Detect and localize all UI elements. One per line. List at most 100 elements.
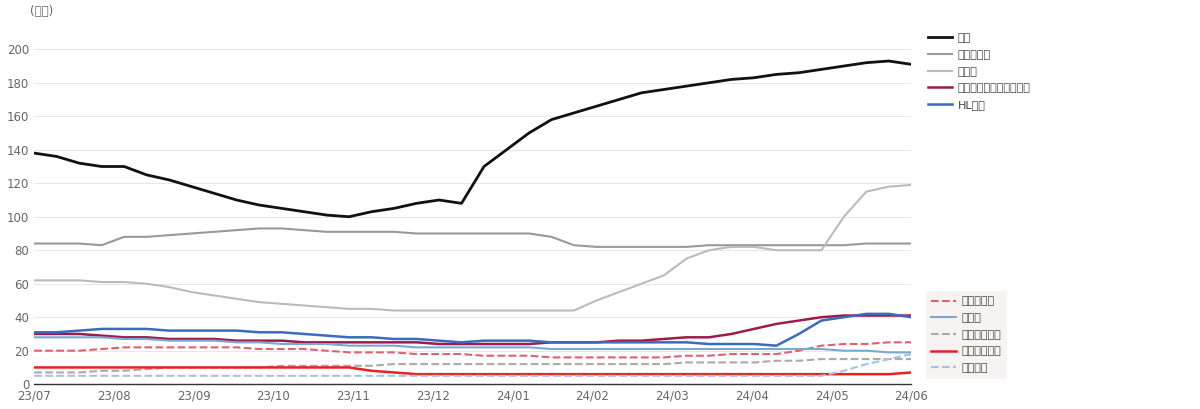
- 현대오토에버: [702, 360, 716, 365]
- HL만도: [679, 340, 694, 345]
- 한온시스템: [162, 233, 176, 238]
- Line: 한국타이어앤테크놀로지: 한국타이어앤테크놀로지: [34, 315, 911, 344]
- 에스엘: [904, 350, 918, 355]
- 현대모비스: [522, 353, 536, 358]
- 현대모비스: [342, 350, 356, 355]
- 현대위아: [746, 373, 761, 378]
- 한국타이어앤테크놀로지: [702, 335, 716, 340]
- 현대모비스: [49, 348, 64, 353]
- 현대위아: [162, 373, 176, 378]
- 한온시스템: [545, 234, 559, 239]
- 에스엘: [612, 346, 626, 351]
- 한국타이어앤테크놀로지: [26, 332, 41, 337]
- 현대차: [185, 290, 199, 294]
- 현대오토에버: [229, 365, 244, 370]
- HL만도: [365, 335, 379, 340]
- 현대글로비스: [206, 365, 221, 370]
- 한국타이어앤테크놀로지: [342, 340, 356, 345]
- 기아: [342, 214, 356, 219]
- 에스엘: [476, 345, 491, 350]
- 한국타이어앤테크놀로지: [836, 313, 851, 318]
- Line: 한온시스템: 한온시스템: [34, 229, 911, 247]
- 에스엘: [499, 345, 514, 350]
- 현대모비스: [769, 352, 784, 357]
- 현대차: [319, 305, 334, 310]
- 한국타이어앤테크놀로지: [725, 332, 739, 337]
- 에스엘: [679, 346, 694, 351]
- 현대위아: [859, 362, 874, 366]
- 현대모비스: [836, 342, 851, 346]
- 현대위아: [409, 373, 424, 378]
- 현대글로비스: [319, 365, 334, 370]
- 현대오토에버: [275, 363, 289, 368]
- 기아: [904, 62, 918, 67]
- HL만도: [319, 333, 334, 338]
- 한국타이어앤테크놀로지: [296, 340, 311, 345]
- 한온시스템: [342, 229, 356, 234]
- 현대차: [342, 306, 356, 311]
- 기아: [725, 77, 739, 82]
- HL만도: [814, 318, 828, 323]
- 현대모비스: [275, 346, 289, 351]
- 한국타이어앤테크놀로지: [814, 315, 828, 320]
- 기아: [792, 70, 806, 75]
- 에스엘: [26, 335, 41, 340]
- 현대오토에버: [252, 365, 266, 370]
- 에스엘: [725, 346, 739, 351]
- HL만도: [566, 340, 581, 345]
- 에스엘: [319, 342, 334, 346]
- 한온시스템: [612, 245, 626, 249]
- 기아: [162, 178, 176, 182]
- 현대모비스: [656, 355, 671, 360]
- 현대모비스: [635, 355, 649, 360]
- 현대오토에버: [476, 362, 491, 366]
- 현대차: [589, 298, 604, 303]
- Line: 현대위아: 현대위아: [34, 354, 911, 376]
- 현대모비스: [882, 340, 896, 345]
- 현대위아: [185, 373, 199, 378]
- 현대글로비스: [275, 365, 289, 370]
- 현대오토에버: [296, 363, 311, 368]
- 현대모비스: [116, 345, 131, 350]
- 한온시스템: [566, 243, 581, 248]
- 현대위아: [522, 373, 536, 378]
- 한국타이어앤테크놀로지: [545, 340, 559, 345]
- 한국타이어앤테크놀로지: [365, 340, 379, 345]
- 현대글로비스: [386, 370, 401, 375]
- 현대오토에버: [409, 362, 424, 366]
- 기아: [702, 80, 716, 85]
- 현대모비스: [792, 348, 806, 353]
- 현대글로비스: [409, 372, 424, 377]
- 현대모비스: [296, 346, 311, 351]
- 현대글로비스: [904, 370, 918, 375]
- 현대위아: [342, 373, 356, 378]
- 한국타이어앤테크놀로지: [72, 332, 86, 337]
- HL만도: [635, 340, 649, 345]
- 현대오토에버: [566, 362, 581, 366]
- 현대모비스: [859, 342, 874, 346]
- 한온시스템: [904, 241, 918, 246]
- 한국타이어앤테크놀로지: [769, 321, 784, 326]
- 현대글로비스: [116, 365, 131, 370]
- 현대위아: [904, 352, 918, 357]
- 현대오토에버: [455, 362, 469, 366]
- 한국타이어앤테크놀로지: [455, 342, 469, 346]
- 현대위아: [252, 373, 266, 378]
- 에스엘: [49, 335, 64, 340]
- 한국타이어앤테크놀로지: [882, 313, 896, 318]
- HL만도: [432, 338, 446, 343]
- 기아: [679, 84, 694, 89]
- 한온시스템: [72, 241, 86, 246]
- 현대차: [746, 245, 761, 249]
- 기아: [612, 97, 626, 102]
- 한온시스템: [206, 229, 221, 234]
- 기아: [769, 72, 784, 77]
- 현대모비스: [476, 353, 491, 358]
- 현대차: [769, 248, 784, 253]
- 현대글로비스: [72, 365, 86, 370]
- 현대차: [882, 184, 896, 189]
- 현대차: [656, 273, 671, 278]
- 현대오토에버: [116, 369, 131, 373]
- 현대차: [792, 248, 806, 253]
- 에스엘: [185, 338, 199, 343]
